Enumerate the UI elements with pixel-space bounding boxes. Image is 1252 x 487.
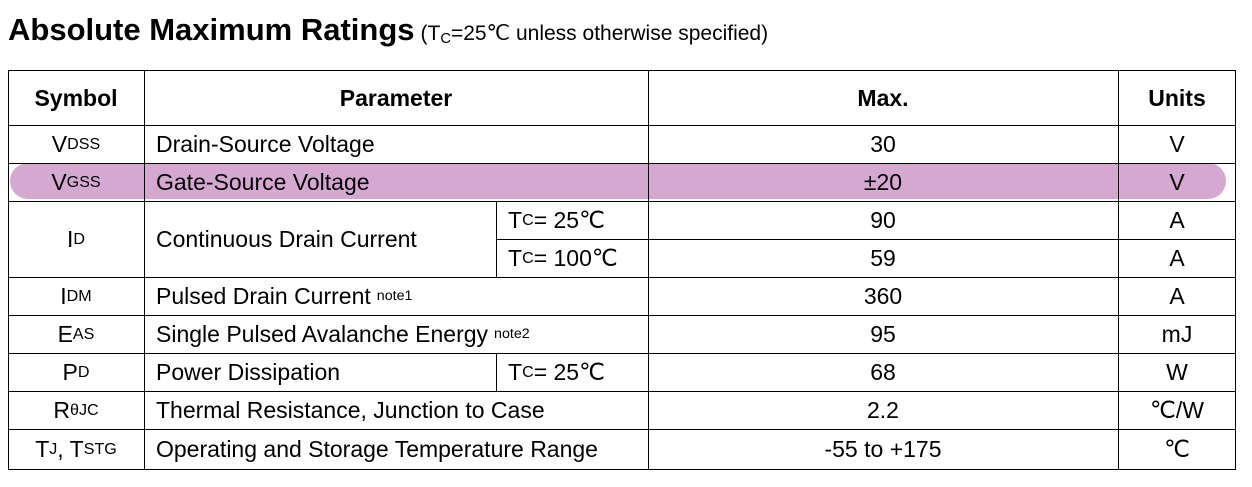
- symbol-eas: E AS: [57, 320, 95, 347]
- header-max: Max.: [857, 84, 909, 111]
- unit-eas: mJ: [1161, 320, 1193, 347]
- section-condition: (TC=25℃ unless otherwise specified): [420, 22, 769, 47]
- max-id-25: 90: [870, 206, 896, 233]
- section-heading: Absolute Maximum Ratings: [8, 12, 415, 47]
- parameter-pulsed-drain-current: Pulsed Drain Current note1: [156, 282, 413, 309]
- unit-pd: W: [1166, 358, 1188, 385]
- parameter-avalanche-energy: Single Pulsed Avalanche Energy note2: [156, 320, 530, 347]
- ratings-table: Symbol Parameter Max. Units V DSS Drain-S…: [8, 70, 1236, 470]
- max-id-100: 59: [870, 244, 896, 271]
- max-rthjc: 2.2: [867, 396, 899, 423]
- parameter-thermal-resistance: Thermal Resistance, Junction to Case: [156, 396, 545, 423]
- unit-temperature: ℃: [1164, 435, 1190, 462]
- parameter-continuous-drain-current: Continuous Drain Current: [156, 225, 417, 252]
- note-ref: note2: [494, 326, 530, 342]
- max-pd: 68: [870, 358, 896, 385]
- unit-rthjc: ℃/W: [1150, 396, 1204, 423]
- parameter-power-dissipation: Power Dissipation: [156, 358, 341, 385]
- symbol-vgss: V GSS: [51, 168, 101, 195]
- parameter-temperature-range: Operating and Storage Temperature Range: [156, 435, 598, 462]
- parameter-gate-source-voltage: Gate-Source Voltage: [156, 168, 370, 195]
- max-idm: 360: [863, 282, 903, 309]
- header-units: Units: [1148, 84, 1206, 111]
- unit-vgss: V: [1169, 168, 1185, 195]
- unit-idm: A: [1169, 282, 1185, 309]
- unit-vdss: V: [1169, 130, 1185, 157]
- symbol-vdss: V DSS: [51, 130, 101, 157]
- unit-id-25: A: [1169, 206, 1185, 233]
- row-highlight-marker: [10, 163, 1226, 199]
- section-title: Absolute Maximum Ratings (TC=25℃ unless o…: [8, 12, 768, 48]
- max-vgss: ±20: [863, 168, 903, 195]
- parameter-drain-source-voltage: Drain-Source Voltage: [156, 130, 375, 157]
- max-vdss: 30: [870, 130, 896, 157]
- header-symbol: Symbol: [34, 84, 118, 111]
- note-ref: note1: [376, 288, 413, 304]
- header-parameter: Parameter: [339, 84, 453, 111]
- max-eas: 95: [870, 320, 896, 347]
- symbol-idm: I DM: [60, 282, 92, 309]
- unit-id-100: A: [1169, 244, 1185, 271]
- max-temperature-range: -55 to +175: [824, 435, 942, 462]
